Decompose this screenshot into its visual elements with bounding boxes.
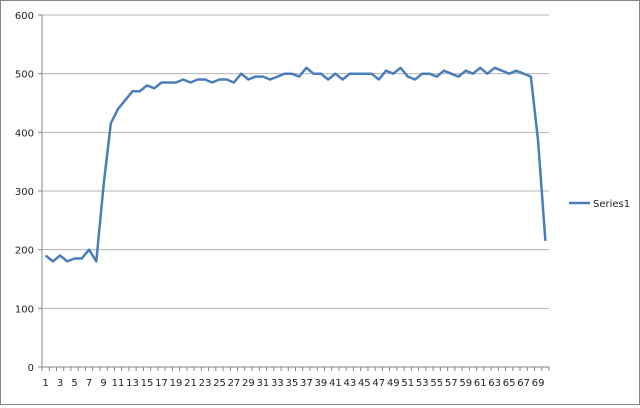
x-tick-label: 39 [314, 378, 327, 389]
x-tick-label: 43 [343, 378, 356, 389]
y-tick-label: 0 [28, 363, 34, 374]
y-tick-label: 500 [15, 70, 34, 81]
x-tick-label: 7 [86, 378, 92, 389]
x-tick-label: 13 [126, 378, 139, 389]
x-tick-label: 59 [459, 378, 472, 389]
x-tick-label: 61 [474, 378, 487, 389]
x-tick-label: 47 [372, 378, 385, 389]
y-tick-label: 600 [15, 11, 34, 22]
x-tick-label: 69 [532, 378, 545, 389]
x-tick-label: 19 [170, 378, 183, 389]
x-tick-label: 3 [57, 378, 63, 389]
legend: Series1 [569, 199, 630, 210]
x-tick-label: 1 [42, 378, 48, 389]
x-tick-label: 37 [300, 378, 313, 389]
y-tick-label: 200 [15, 246, 34, 257]
x-tick-label: 63 [488, 378, 501, 389]
x-tick-label: 25 [213, 378, 226, 389]
x-tick-label: 21 [184, 378, 197, 389]
x-tick-label: 51 [401, 378, 414, 389]
series-line-series1 [44, 66, 547, 263]
y-tick-label: 400 [15, 128, 34, 139]
x-tick-label: 67 [517, 378, 530, 389]
x-tick-label: 55 [430, 378, 443, 389]
series-layer [44, 66, 547, 263]
x-tick-label: 17 [155, 378, 168, 389]
x-tick-label: 31 [257, 378, 270, 389]
x-tick-label: 57 [445, 378, 458, 389]
y-tick-label: 300 [15, 187, 34, 198]
x-tick-label: 23 [199, 378, 212, 389]
x-tick-label: 33 [271, 378, 284, 389]
x-tick-label: 9 [100, 378, 106, 389]
x-tick-label: 35 [286, 378, 299, 389]
x-tick-label: 49 [387, 378, 400, 389]
x-tick-label: 65 [503, 378, 516, 389]
x-tick-label: 5 [71, 378, 77, 389]
legend-label-series1: Series1 [593, 199, 630, 210]
x-tick-label: 45 [358, 378, 371, 389]
x-tick-label: 15 [141, 378, 154, 389]
gridlines [42, 14, 549, 309]
y-tick-label: 100 [15, 304, 34, 315]
y-axis: 0 100 200 300 400 500 600 [15, 11, 43, 374]
x-tick-label: 27 [228, 378, 241, 389]
x-tick-label: 41 [329, 378, 342, 389]
x-tick-label: 11 [112, 378, 125, 389]
x-tick-label: 53 [416, 378, 429, 389]
x-axis: 1 3 5 7 9 11 13 15 17 19 21 23 25 27 29 31 33 35 37 39 41 43 4… [41, 366, 550, 389]
x-tick-label: 29 [242, 378, 255, 389]
